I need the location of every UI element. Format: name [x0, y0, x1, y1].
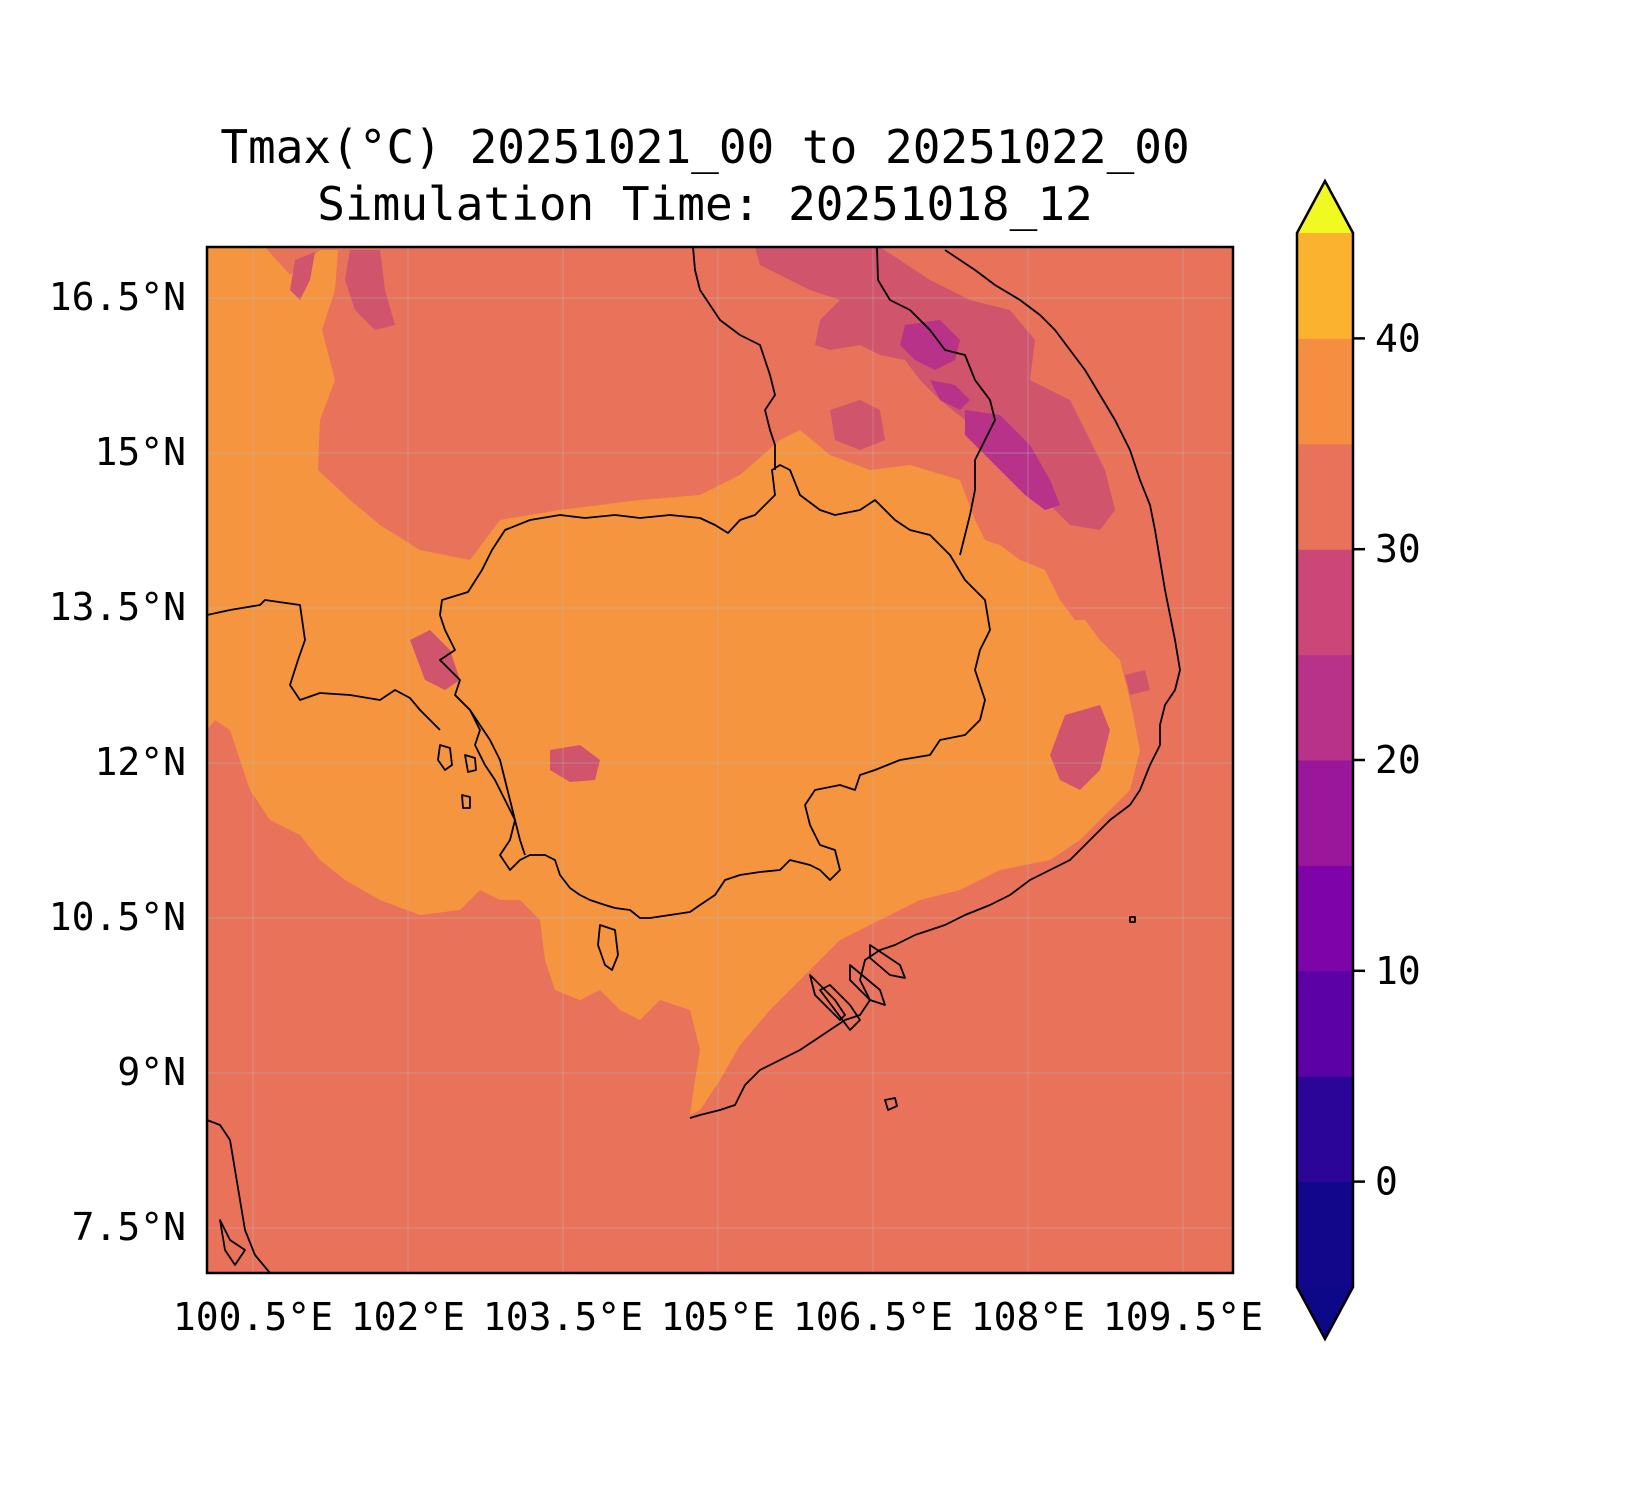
lat-tick-labels: 16.5°N 15°N 13.5°N 12°N 10.5°N 9°N 7.5°N [49, 275, 186, 1249]
lon-tick-labels: 100.5°E 102°E 103.5°E 105°E 106.5°E 108°… [173, 1295, 1263, 1339]
lon-tick-1: 102°E [351, 1295, 465, 1339]
colorbar-segment [1297, 1076, 1353, 1183]
colorbar-extend-min [1297, 1287, 1353, 1339]
lon-tick-6: 109.5°E [1103, 1295, 1263, 1339]
island-1 [437, 744, 453, 771]
west-coast-detail [454, 694, 526, 856]
colorbar-segment [1297, 233, 1353, 339]
grid-lines [207, 247, 1233, 1273]
map-frame [205, 245, 1235, 1275]
cambodia-border [439, 464, 991, 919]
lat-tick-3: 12°N [94, 740, 186, 784]
gulf-west-coast-south [219, 1219, 246, 1266]
lon-tick-5: 108°E [971, 1295, 1085, 1339]
lat-tick-1: 15°N [94, 430, 186, 474]
lon-tick-4: 106.5°E [793, 1295, 953, 1339]
temp-region-15-20-c [930, 380, 970, 410]
lat-tick-6: 7.5°N [72, 1205, 186, 1249]
colorbar-tick-label: 0 [1375, 1160, 1398, 1204]
temp-region-20-25-nw-b [290, 252, 315, 300]
temp-region-20-25-north-b [830, 400, 885, 450]
colorbar-extend-max [1297, 181, 1353, 233]
lat-tick-5: 9°N [117, 1050, 186, 1094]
gulf-west-coast [207, 1119, 271, 1273]
island-con-dao [884, 1097, 898, 1111]
thailand-border-west [207, 599, 441, 731]
lat-tick-0: 16.5°N [49, 275, 186, 319]
temp-region-15-20-b [965, 410, 1060, 510]
vietnam-coast [914, 249, 1181, 936]
lon-tick-0: 100.5°E [173, 1295, 333, 1339]
temp-region-20-25-west-a [410, 630, 460, 690]
temp-region-20-25-ne-coast [1050, 705, 1110, 790]
colorbar-segment [1297, 970, 1353, 1077]
island-2 [464, 754, 477, 773]
colorbar-tick-label: 10 [1375, 949, 1421, 993]
temp-region-20-25-central [550, 745, 600, 782]
temp-region-30-35-cambodia [440, 470, 985, 905]
map-panel [207, 247, 1233, 1273]
title-line-1: Tmax(°C) 20251021_00 to 20251022_00 [220, 120, 1189, 174]
lat-tick-2: 13.5°N [49, 585, 186, 629]
delta-channel-3 [869, 944, 906, 979]
colorbar: 0 10 20 30 40 [1295, 178, 1421, 1342]
temp-region-20-25-nw [345, 250, 395, 330]
mekong-delta-coast [689, 934, 916, 1119]
lon-tick-3: 105°E [661, 1295, 775, 1339]
island-3 [461, 794, 471, 809]
delta-channel-1 [819, 984, 861, 1031]
colorbar-segment [1297, 1181, 1353, 1288]
title-line-2: Simulation Time: 20251018_12 [317, 177, 1092, 231]
colorbar-segment [1297, 865, 1353, 972]
lat-tick-4: 10.5°N [49, 895, 186, 939]
temp-region-20-25-ne-spot [1125, 670, 1150, 695]
colorbar-tick-label: 30 [1375, 527, 1421, 571]
colorbar-segment [1297, 443, 1353, 550]
colorbar-tick-label: 20 [1375, 738, 1421, 782]
laos-border [692, 247, 996, 556]
island-4 [1129, 916, 1136, 923]
colorbar-tick-label: 40 [1375, 316, 1421, 360]
delta-channel-2 [849, 964, 886, 1006]
colorbar-segment [1297, 760, 1353, 866]
colorbar-segment [1297, 338, 1353, 445]
delta-channel-4 [809, 974, 846, 1021]
island-phu-quoc [597, 924, 619, 971]
colorbar-segment [1297, 549, 1353, 656]
coastlines-borders [207, 247, 1181, 1273]
colorbar-outline [1295, 178, 1355, 1342]
lon-tick-2: 103.5°E [483, 1295, 643, 1339]
colorbar-segment [1297, 654, 1353, 761]
temp-region-15-20-a [900, 320, 960, 370]
